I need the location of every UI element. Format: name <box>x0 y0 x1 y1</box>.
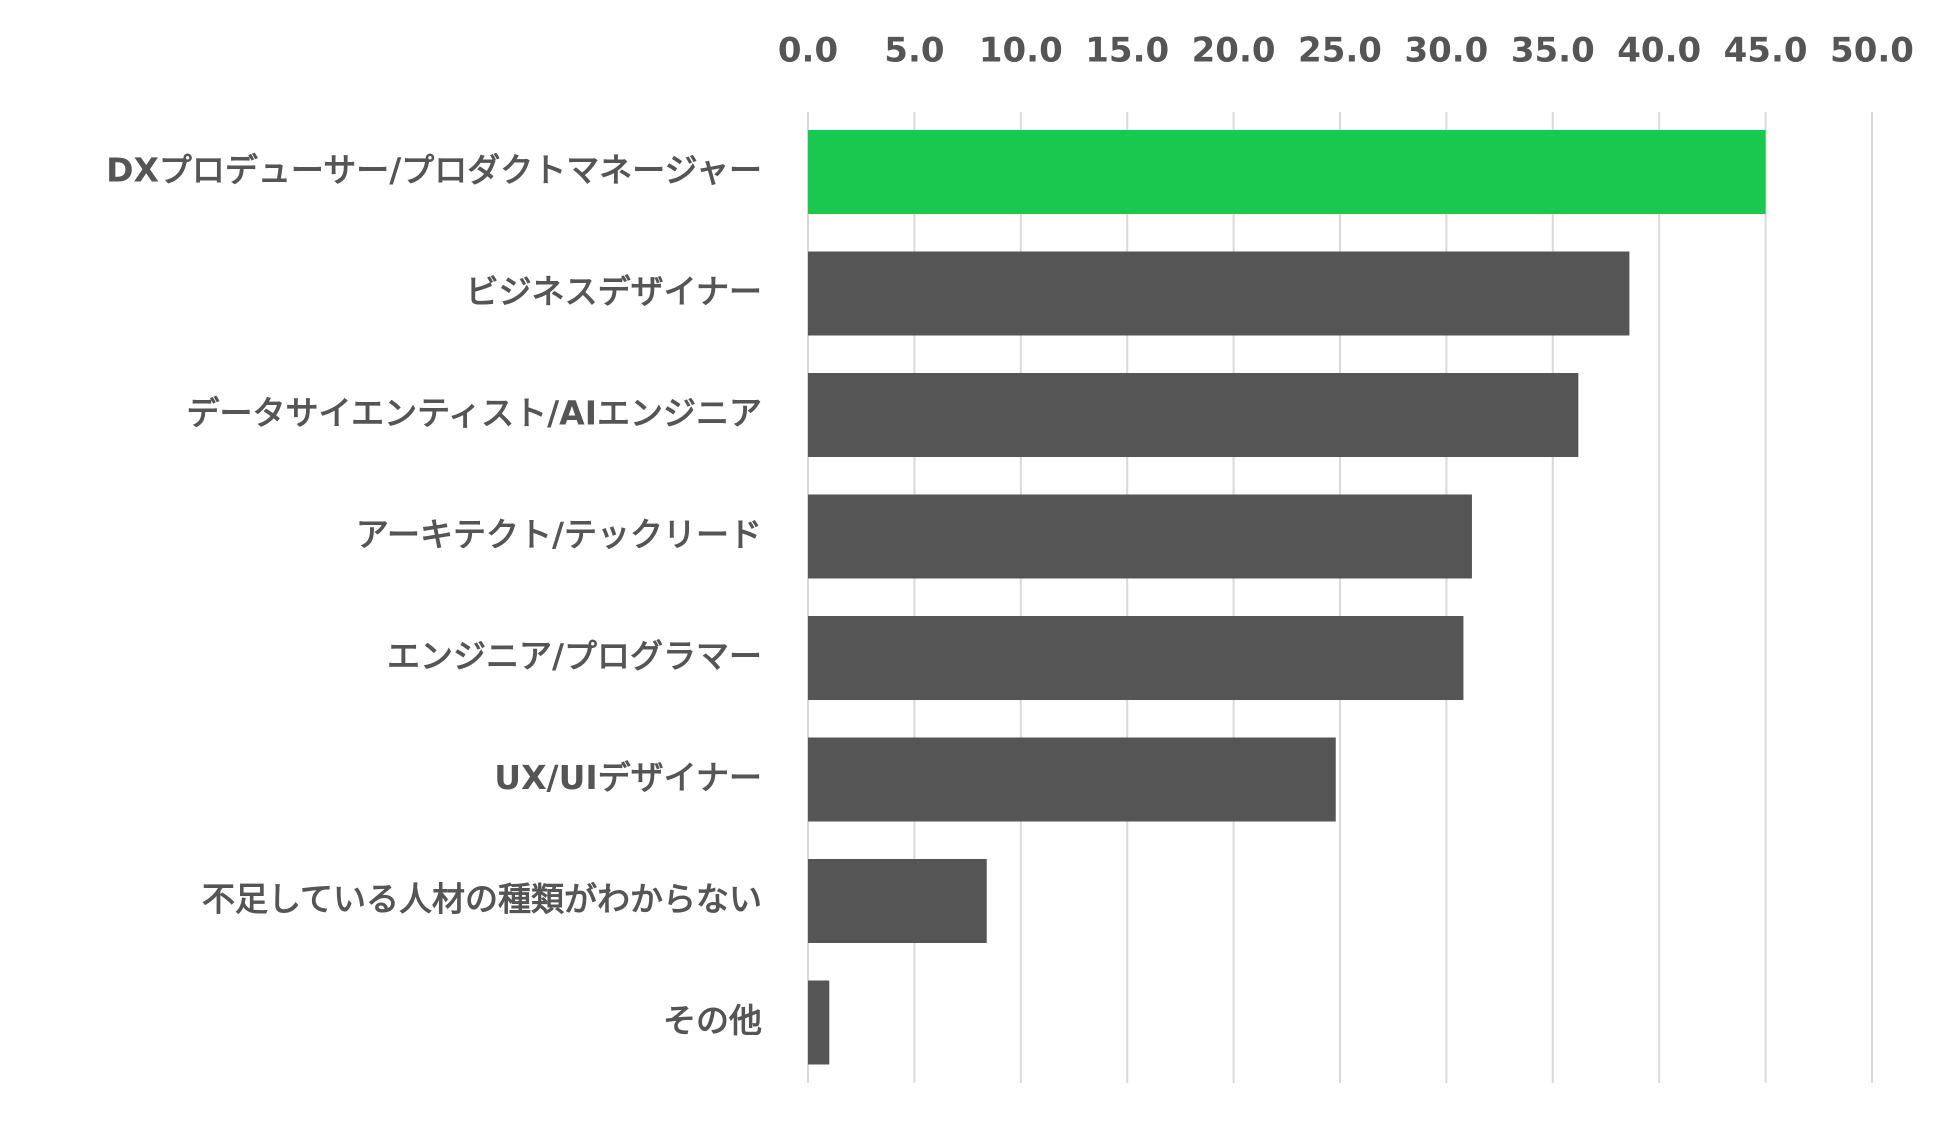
bar <box>808 616 1464 700</box>
category-label: ビジネスデザイナー <box>466 272 762 311</box>
x-tick-label: 0.0 <box>778 31 838 71</box>
bar <box>808 980 830 1065</box>
x-tick-label: 30.0 <box>1404 31 1488 71</box>
bars <box>808 130 1766 1065</box>
category-label: エンジニア/プログラマー <box>387 637 762 676</box>
x-tick-label: 35.0 <box>1511 31 1595 71</box>
bar <box>808 373 1579 457</box>
bar <box>808 494 1472 579</box>
bar <box>808 737 1336 822</box>
x-tick-label: 20.0 <box>1192 31 1276 71</box>
x-tick-label: 5.0 <box>884 31 944 71</box>
x-tick-label: 25.0 <box>1298 31 1382 71</box>
x-tick-label: 40.0 <box>1617 31 1701 71</box>
x-axis-ticks: 0.0 5.0 10.0 15.0 20.0 25.0 30.0 35.0 40.0 45.0 50… <box>778 31 1914 71</box>
x-tick-label: 45.0 <box>1724 31 1808 71</box>
category-label: UX/UIデザイナー <box>494 758 762 797</box>
bar <box>808 251 1630 336</box>
x-tick-label: 15.0 <box>1085 31 1169 71</box>
category-label: データサイエンティスト/AIエンジニア <box>186 394 762 433</box>
category-label: 不足している人材の種類がわからない <box>202 880 762 919</box>
category-label: アーキテクト/テックリード <box>356 515 762 554</box>
category-label: その他 <box>663 1001 762 1040</box>
category-labels: DXプロデューサー/プロダクトマネージャービジネスデザイナーデータサイエンティス… <box>106 151 762 1041</box>
category-label: DXプロデューサー/プロダクトマネージャー <box>106 151 762 190</box>
bar <box>808 859 987 943</box>
bar <box>808 130 1766 214</box>
x-tick-label: 50.0 <box>1830 31 1914 71</box>
x-tick-label: 10.0 <box>979 31 1063 71</box>
